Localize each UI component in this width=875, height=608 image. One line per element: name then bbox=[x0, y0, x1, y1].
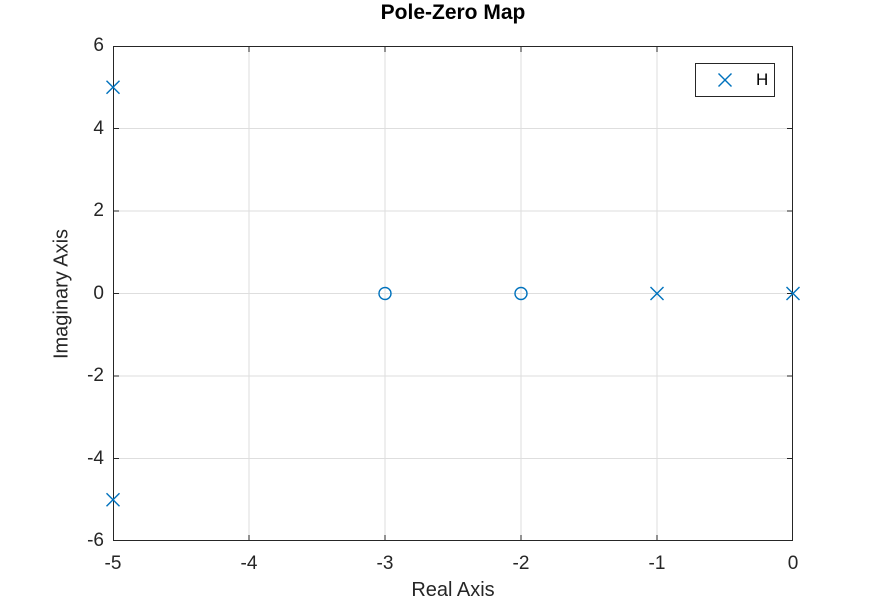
y-tick-label: -4 bbox=[87, 447, 104, 469]
legend: H bbox=[695, 63, 775, 97]
y-tick-label: -6 bbox=[87, 530, 104, 551]
legend-pole-marker-icon bbox=[718, 73, 732, 87]
x-tick-label: -5 bbox=[104, 553, 122, 574]
x-tick-label: 0 bbox=[787, 553, 799, 574]
y-tick-label: -2 bbox=[87, 365, 104, 386]
plot-area bbox=[106, 46, 800, 541]
x-tick-label: -3 bbox=[376, 553, 394, 574]
x-axis-label: Real Axis bbox=[411, 579, 495, 601]
y-tick-label: 2 bbox=[93, 200, 104, 221]
legend-entry-label: H bbox=[756, 70, 769, 89]
poles-marker bbox=[106, 80, 120, 95]
x-tick-label: -4 bbox=[240, 553, 258, 574]
zeros-marker bbox=[514, 286, 528, 301]
x-tick-label: -2 bbox=[512, 553, 530, 574]
y-tick-label: 0 bbox=[93, 282, 104, 304]
y-axis-label: Imaginary Axis bbox=[50, 228, 73, 360]
poles-marker bbox=[786, 286, 800, 301]
chart-title: Pole-Zero Map bbox=[380, 1, 526, 24]
y-tick-label: 6 bbox=[93, 35, 104, 56]
poles-marker bbox=[106, 492, 120, 507]
plot-canvas bbox=[106, 46, 800, 541]
poles-marker bbox=[650, 286, 664, 301]
zeros-marker bbox=[378, 286, 392, 301]
x-tick-label: -1 bbox=[648, 553, 666, 574]
y-tick-label: 4 bbox=[93, 117, 104, 139]
